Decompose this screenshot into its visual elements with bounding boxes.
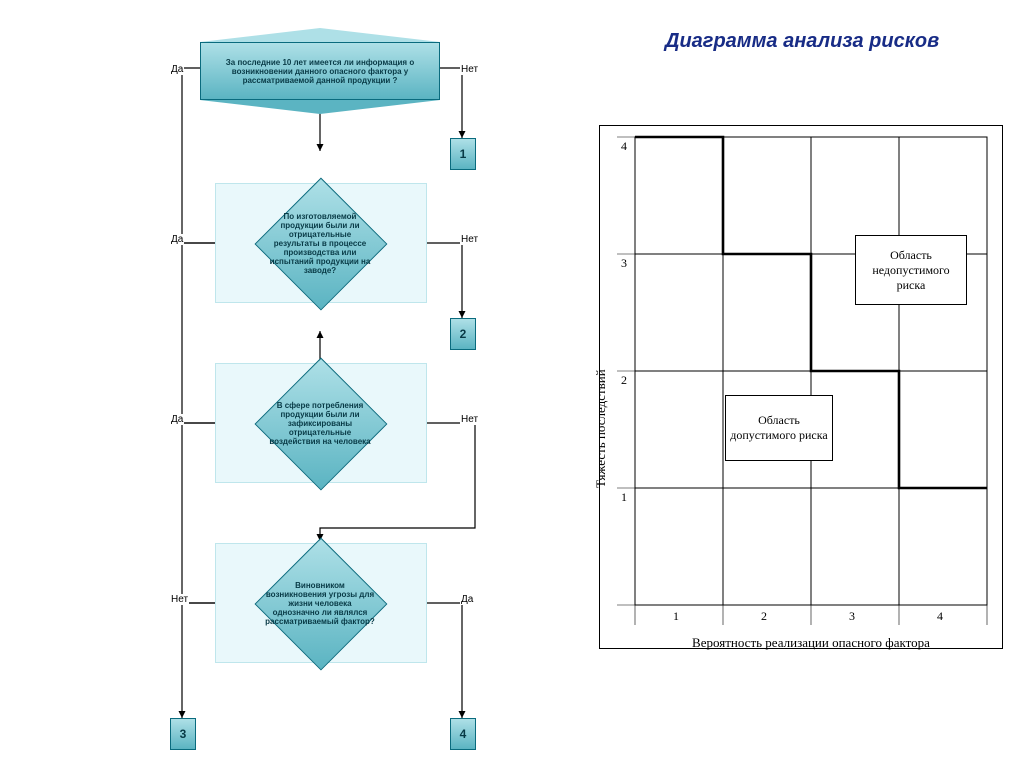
flowchart-panel: За последние 10 лет имеется ли информаци… <box>140 28 520 748</box>
flowchart-terminal-t3: 3 <box>170 718 196 750</box>
risk-matrix-x-tick: 4 <box>937 609 943 624</box>
flowchart-edge-label: Нет <box>460 414 479 425</box>
flowchart-terminal-t2: 2 <box>450 318 476 350</box>
risk-matrix-x-tick: 1 <box>673 609 679 624</box>
flowchart-edge-label: Нет <box>460 64 479 75</box>
page-title: Диаграмма анализа рисков <box>665 30 939 53</box>
flowchart-edge-label: Нет <box>170 594 189 605</box>
risk-matrix-y-tick: 3 <box>621 256 627 271</box>
risk-matrix-y-tick: 4 <box>621 139 627 154</box>
flowchart-decision-d3: В сфере потребления продукции были ли за… <box>255 358 385 488</box>
flowchart-start-text: За последние 10 лет имеется ли информаци… <box>200 42 440 100</box>
flowchart-edge-label: Да <box>170 234 184 245</box>
risk-matrix-y-label: Тяжесть последствий <box>593 369 609 488</box>
risk-matrix-y-tick: 1 <box>621 490 627 505</box>
risk-matrix-panel: Вероятность реализации опасного фактора … <box>575 125 1005 665</box>
risk-matrix-x-tick: 3 <box>849 609 855 624</box>
flowchart-start-hexagon: За последние 10 лет имеется ли информаци… <box>200 28 440 114</box>
flowchart-edge-label: Да <box>170 64 184 75</box>
risk-matrix-x-label: Вероятность реализации опасного фактора <box>635 635 987 651</box>
flowchart-terminal-t4: 4 <box>450 718 476 750</box>
risk-matrix-region-unacceptable: Область недопустимого риска <box>855 235 967 305</box>
risk-matrix-region-acceptable: Область допустимого риска <box>725 395 833 461</box>
flowchart-terminal-t1: 1 <box>450 138 476 170</box>
risk-matrix-y-tick: 2 <box>621 373 627 388</box>
risk-matrix-x-tick: 2 <box>761 609 767 624</box>
flowchart-edge-label: Да <box>170 414 184 425</box>
flowchart-decision-d4: Виновником возникновения угрозы для жизн… <box>255 538 385 668</box>
flowchart-edge-label: Да <box>460 594 474 605</box>
flowchart-decision-d2: По изготовляемой продукции были ли отриц… <box>255 178 385 308</box>
flowchart-edge-label: Нет <box>460 234 479 245</box>
